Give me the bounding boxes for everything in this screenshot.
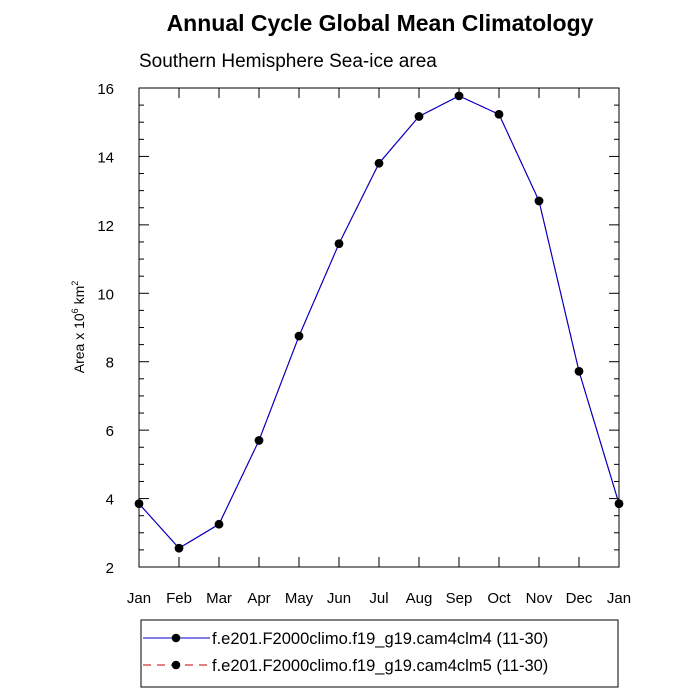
data-point [494,110,504,119]
x-tick-labels: Jan Feb Mar Apr May Jun Jul Aug Sep Oct Nov Dec Jan [127,590,631,607]
data-point [334,239,344,248]
y-tick-label: 2 [106,560,114,577]
data-point [534,196,544,206]
y-tick-label: 4 [106,492,114,509]
data-point [214,519,224,529]
y-axis-label-unit: km [71,286,87,309]
x-tick-label: Jan [127,590,151,607]
y-tick-label: 10 [97,286,114,303]
y-tick-labels: 2 4 6 8 10 12 14 16 [97,81,114,577]
y-axis-label-exponent: 6 [70,308,80,313]
legend-box [140,619,619,688]
y-axis-label: Area x 106 km2 [70,281,87,374]
chart-title: Annual Cycle Global Mean Climatology [167,10,594,36]
legend-marker-1 [171,633,181,643]
legend-label-1: f.e201.F2000climo.f19_g19.cam4clm4 (11-3… [212,630,548,648]
legend: f.e201.F2000climo.f19_g19.cam4clm4 (11-3… [140,619,619,688]
x-tick-label: Apr [247,590,270,607]
data-point [374,158,384,168]
x-tick-label: Oct [487,590,511,607]
y-axis-label-base: Area x 10 [71,313,87,373]
x-tick-label: Dec [566,590,593,607]
legend-label-2: f.e201.F2000climo.f19_g19.cam4clm5 (11-3… [212,657,548,675]
y-tick-label: 12 [97,218,114,235]
x-tick-label: Feb [166,590,192,607]
x-tick-label: Jun [327,590,351,607]
legend-marker-2 [171,660,181,670]
x-tick-label: Jan [607,590,631,607]
x-tick-label: Sep [446,590,473,607]
x-tick-label: Jul [369,590,388,607]
data-point [574,366,584,376]
data-point [174,543,184,553]
y-tick-label: 16 [97,81,114,98]
data-point [294,331,304,341]
x-tick-label: Aug [406,590,433,607]
data-point [254,436,264,445]
data-point [454,91,464,101]
y-tick-label: 8 [106,355,114,372]
y-tick-label: 14 [97,149,114,166]
chart-subtitle: Southern Hemisphere Sea-ice area [139,51,437,72]
y-axis-label-unit-exponent: 2 [70,281,80,286]
x-tick-label: Nov [526,590,553,607]
svg-text:Area x 106 km2: Area x 106 km2 [70,281,87,374]
plot-frame [138,87,620,568]
series-layer [134,91,624,553]
x-tick-label: Mar [206,590,232,607]
y-tick-label: 6 [106,423,114,440]
data-point [414,112,424,121]
x-tick-label: May [285,590,314,607]
